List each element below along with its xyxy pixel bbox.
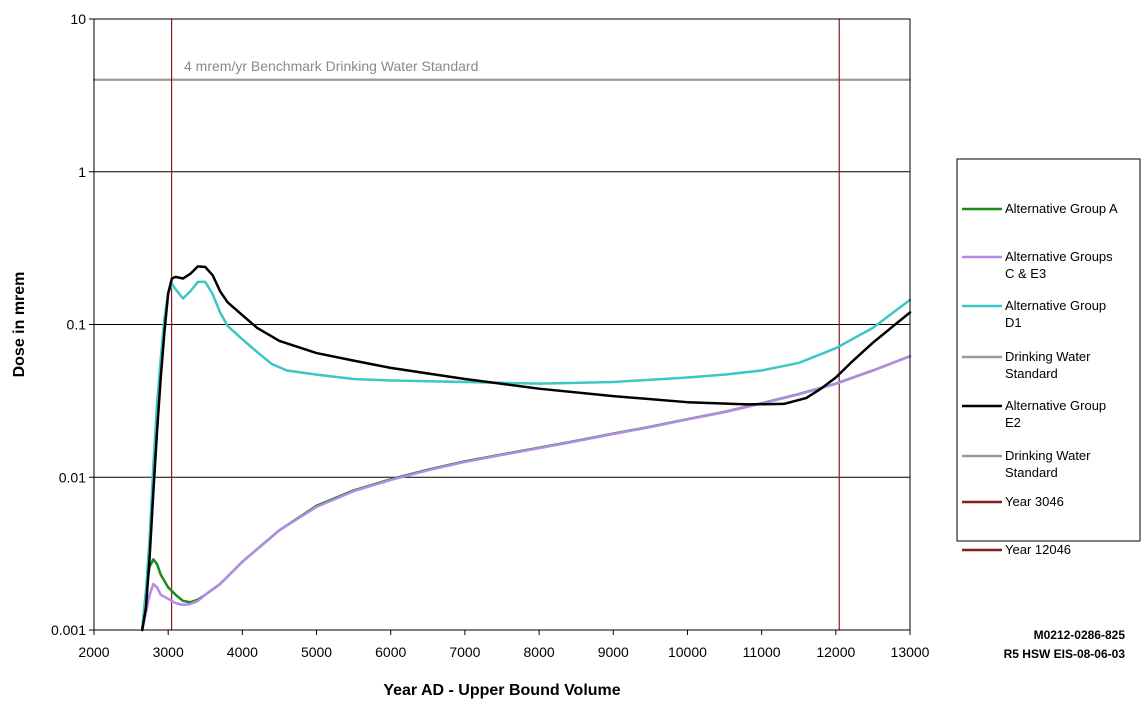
- legend-entry: Alternative Group D1: [962, 298, 1106, 330]
- x-tick-label: 6000: [375, 644, 406, 660]
- legend-entry: Drinking Water Standard: [962, 448, 1091, 480]
- series-line-alternative-group-e2: [140, 265, 912, 632]
- series-line-alternative-groups-c-e3: [140, 355, 912, 632]
- y-axis-label: Dose in mrem: [11, 272, 28, 378]
- legend-label: D1: [1005, 315, 1022, 330]
- legend-label: Standard: [1005, 465, 1058, 480]
- x-tick-label: 3000: [153, 644, 184, 660]
- legend-label: E2: [1005, 415, 1021, 430]
- series-line-alternative-group-d1: [140, 280, 912, 632]
- x-tick-label: 9000: [598, 644, 629, 660]
- figure-id-line-2: R5 HSW EIS-08-06-03: [1004, 647, 1126, 661]
- legend-entry: Drinking Water Standard: [962, 349, 1091, 381]
- x-tick-label: 5000: [301, 644, 332, 660]
- y-tick-label: 10: [70, 11, 86, 27]
- x-tick-label: 13000: [891, 644, 930, 660]
- series-line-alternative-group-a: [140, 354, 912, 632]
- legend: Alternative Group A Alternative Groups C &…: [956, 158, 1141, 557]
- reference-lines: [93, 18, 911, 631]
- x-tick-label: 7000: [449, 644, 480, 660]
- legend-label: Year 12046: [1005, 542, 1071, 557]
- figure-id-line-1: M0212-0286-825: [1034, 628, 1126, 642]
- x-tick-label: 10000: [668, 644, 707, 660]
- legend-label: Year 3046: [1005, 494, 1064, 509]
- y-tick-label: 0.001: [51, 622, 86, 638]
- legend-label: Alternative Group: [1005, 398, 1106, 413]
- legend-entry: Alternative Groups C & E3: [962, 249, 1113, 281]
- legend-entry: Alternative Group E2: [962, 398, 1106, 430]
- legend-entry: Alternative Group A: [962, 201, 1118, 216]
- y-tick-label: 0.1: [67, 317, 87, 333]
- y-tick-label: 1: [78, 164, 86, 180]
- benchmark-annotation: 4 mrem/yr Benchmark Drinking Water Stand…: [184, 58, 478, 74]
- x-tick-label: 2000: [78, 644, 109, 660]
- x-tick-label: 4000: [227, 644, 258, 660]
- y-tick-label: 0.01: [59, 469, 86, 485]
- legend-label: Alternative Groups: [1005, 249, 1113, 264]
- legend-label: Standard: [1005, 366, 1058, 381]
- legend-label: C & E3: [1005, 266, 1046, 281]
- x-tick-label: 12000: [816, 644, 855, 660]
- y-axis-ticks: 0.001 0.01 0.1 1 10: [51, 11, 94, 638]
- legend-label: Alternative Group: [1005, 298, 1106, 313]
- legend-label: Drinking Water: [1005, 448, 1091, 463]
- x-axis-label: Year AD - Upper Bound Volume: [383, 682, 620, 699]
- legend-label: Alternative Group A: [1005, 201, 1118, 216]
- x-axis-ticks: 2000 3000 4000 5000 6000 7000 8000 9000 10000 110…: [78, 630, 930, 660]
- legend-box: [956, 158, 1141, 542]
- series-lines: [140, 265, 912, 632]
- x-tick-label: 11000: [743, 644, 781, 660]
- x-tick-label: 8000: [524, 644, 555, 660]
- legend-entry: Year 3046: [962, 494, 1064, 509]
- legend-entry: Year 12046: [962, 542, 1071, 557]
- gridlines: [94, 171, 910, 478]
- legend-label: Drinking Water: [1005, 349, 1091, 364]
